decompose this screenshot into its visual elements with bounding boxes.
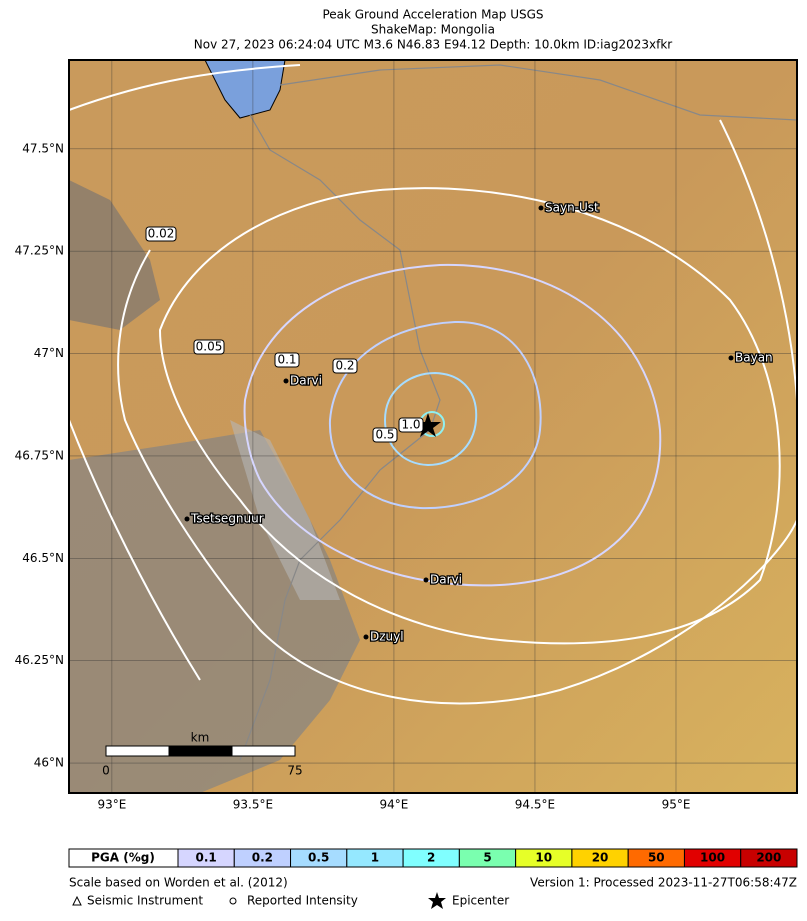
title-line: ShakeMap: Mongolia: [371, 23, 495, 37]
x-tick-label: 93°E: [97, 798, 126, 812]
grid: [69, 60, 797, 793]
scale-unit: km: [191, 731, 210, 745]
contour-label-box: [372, 427, 398, 443]
legend-label: 200: [756, 851, 781, 865]
contour-label: 0.02: [148, 227, 175, 241]
scale-segment: [105, 745, 170, 757]
contour: [69, 64, 797, 705]
city-dot: [184, 516, 190, 522]
cities: Sayn-Ust Bayan Darvi Tsetsegnuur Darvi Dzuyl: [184, 199, 774, 645]
contour-label-box: [398, 417, 424, 433]
road: [239, 114, 441, 761]
y-tick-label: 46.75°N: [15, 448, 64, 462]
contour-label: 1.0: [401, 418, 420, 432]
legend-cell: [740, 848, 798, 868]
x-tick-label: 94°E: [380, 798, 409, 812]
title-line: Peak Ground Acceleration Map USGS: [322, 8, 543, 22]
title: Peak Ground Acceleration Map USGS ShakeM…: [194, 8, 672, 52]
contour-labels: 0.02 0.05 0.1 0.2 0.5 1.0: [145, 226, 424, 443]
contour-label-box: [332, 358, 358, 374]
legend: PGA (%g) 0.1 0.2 0.5 1 2 5 10 20 50 100 200: [68, 848, 798, 868]
contour-label-box: [193, 339, 225, 355]
city-dot: [423, 577, 429, 583]
x-tick-label: 93.5°E: [233, 798, 273, 812]
legend-label: 0.1: [196, 851, 217, 865]
legend-label: 1: [371, 851, 379, 865]
contour-label-box: [274, 352, 300, 368]
map-frame: [68, 59, 798, 794]
reference-text: Scale based on Worden et al. (2012): [69, 876, 288, 890]
epicenter-label: Epicenter: [452, 894, 509, 908]
y-tick-label: 46.25°N: [15, 653, 64, 667]
city-dot: [283, 378, 289, 384]
contour: [243, 263, 662, 587]
city-label: Tsetsegnuur: [190, 512, 264, 526]
lake: [204, 60, 286, 119]
legend-label: 5: [483, 851, 491, 865]
y-tick-label: 47°N: [34, 346, 64, 360]
scale-segment: [168, 745, 233, 757]
city-label: Darvi: [430, 573, 462, 587]
legend-label: 0.5: [308, 851, 329, 865]
legend-label: 10: [535, 851, 552, 865]
mountains: [230, 420, 340, 600]
legend-header: PGA (%g): [91, 851, 155, 865]
legend-label: 0.2: [252, 851, 273, 865]
city-label: Bayan: [735, 351, 773, 365]
instrument-icon: [72, 895, 82, 906]
scale-bar: km 0 75: [102, 731, 302, 778]
contour-label: 0.5: [375, 428, 394, 442]
legend-label: 50: [648, 851, 665, 865]
intensity-icon: [229, 897, 237, 905]
axis-ticks: 93°E 93.5°E 94°E 94.5°E 95°E 46°N 46.25°N 46.5°…: [15, 141, 691, 811]
scale-segment: [231, 745, 296, 757]
y-tick-label: 47.5°N: [22, 141, 64, 155]
contour-label: 0.05: [196, 340, 223, 354]
contour-label: 0.1: [277, 353, 296, 367]
city-dot: [538, 205, 544, 211]
instrument-label: Seismic Instrument: [87, 894, 203, 908]
intensity-label: Reported Intensity: [247, 894, 358, 908]
y-tick-label: 46°N: [34, 756, 64, 770]
city-label: Dzuyl: [370, 630, 404, 644]
x-tick-label: 94.5°E: [515, 798, 555, 812]
legend-label: 100: [700, 851, 725, 865]
contour: [158, 187, 781, 645]
x-tick-label: 95°E: [662, 798, 691, 812]
city-label: Sayn-Ust: [545, 201, 599, 215]
epicenter-icon: [428, 892, 446, 909]
epicenter-star: [415, 413, 441, 437]
title-line: Nov 27, 2023 06:24:04 UTC M3.6 N46.83 E9…: [194, 38, 672, 52]
contour: [328, 320, 542, 510]
map-area: Sayn-UstBayanDarviTsetsegnuurDarviDzuyl …: [69, 60, 797, 793]
mountains: [69, 180, 160, 330]
y-tick-label: 46.5°N: [22, 551, 64, 565]
contour: [383, 371, 478, 467]
city-dot: [363, 634, 369, 640]
version-text: Version 1: Processed 2023-11-27T06:58:47…: [530, 876, 797, 890]
scale-start: 0: [102, 764, 110, 778]
scale-end: 75: [287, 764, 302, 778]
legend-label: 20: [592, 851, 609, 865]
legend-label: 2: [427, 851, 435, 865]
y-tick-label: 47.25°N: [15, 244, 64, 258]
contour-label: 0.2: [335, 359, 354, 373]
contour-label-box: [145, 226, 177, 242]
road: [279, 64, 797, 121]
city-dot: [728, 355, 734, 361]
city-label: Darvi: [290, 374, 322, 388]
